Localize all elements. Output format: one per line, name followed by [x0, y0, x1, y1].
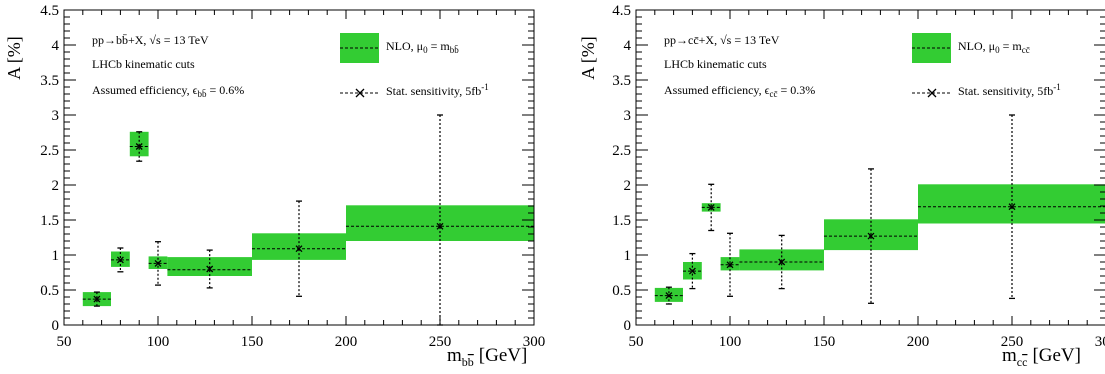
right-y-tick-label: 3.5 — [612, 73, 631, 89]
left-y-tick-label: 1 — [52, 248, 60, 264]
right-marker-2 — [707, 203, 715, 211]
left-marker-6 — [436, 222, 444, 230]
left-marker-3 — [154, 259, 162, 267]
right-x-tick-label: 300 — [1095, 334, 1105, 350]
left-marker-2 — [135, 143, 143, 150]
left-y-tick-label: 0.5 — [40, 283, 59, 299]
right-marker-1 — [688, 267, 696, 275]
left-x-tick-label: 50 — [57, 334, 72, 350]
right-marker-5 — [867, 232, 875, 240]
right-legend-points-marker — [927, 88, 937, 98]
left-panel: 50 100 150 200 250 300 0 0.5 1 1.5 2 2.5 3 3.5 4 4.5 A… — [4, 3, 545, 369]
left-legend: NLO, μ0 = mbb̄ Stat. sensitivity, 5fb-1 — [340, 33, 489, 98]
right-nlo-bands — [654, 184, 1105, 302]
left-x-tick-label: 150 — [241, 334, 264, 350]
right-x-tick-label: 250 — [1001, 334, 1024, 350]
left-y-tick-label: 2 — [52, 178, 60, 194]
left-x-tick-labels: 50 100 150 200 250 300 — [57, 334, 546, 350]
right-marker-3 — [726, 261, 734, 269]
left-axis-ticks — [63, 9, 535, 326]
left-marker-4 — [206, 265, 214, 273]
left-marker-5 — [295, 245, 303, 253]
left-marker-0 — [93, 295, 101, 303]
left-process-label: pp→bb̄+X, √s = 13 TeV — [92, 33, 209, 47]
left-markers — [93, 143, 444, 303]
right-x-tick-label: 100 — [719, 334, 742, 350]
right-x-tick-label: 200 — [907, 334, 930, 350]
right-x-tick-label: 50 — [629, 334, 644, 350]
left-legend-band-label: NLO, μ0 = mbb̄ — [386, 39, 459, 55]
right-marker-6 — [1008, 203, 1016, 211]
left-x-tick-label: 200 — [335, 334, 358, 350]
left-y-tick-label: 0 — [52, 318, 60, 334]
right-marker-0 — [665, 292, 673, 300]
right-panel: 50 100 150 200 250 300 0 0.5 1 1.5 2 2.5 3 3.5 4 4.5 A… — [578, 3, 1105, 369]
left-y-tick-label: 4.5 — [40, 3, 59, 19]
right-y-tick-label: 1.5 — [612, 213, 631, 229]
left-legend-points-marker — [355, 88, 365, 98]
right-cuts-label: LHCb kinematic cuts — [664, 57, 767, 71]
right-y-tick-label: 1 — [624, 248, 632, 264]
right-x-axis-title: mcc [GeV] — [1002, 345, 1081, 369]
left-y-tick-label: 3 — [52, 108, 60, 124]
right-y-tick-label: 2 — [624, 178, 632, 194]
right-y-tick-labels: 0 0.5 1 1.5 2 2.5 3 3.5 4 4.5 — [612, 3, 631, 334]
right-y-tick-label: 0.5 — [612, 283, 631, 299]
right-markers — [665, 203, 1016, 300]
left-y-tick-label: 1.5 — [40, 213, 59, 229]
left-y-tick-label: 2.5 — [40, 143, 59, 159]
left-marker-1 — [116, 256, 124, 264]
right-y-tick-label: 4 — [624, 38, 632, 54]
right-process-label: pp→cc̄+X, √s = 13 TeV — [664, 33, 780, 47]
left-efficiency-label: Assumed efficiency, ϵbb̄ = 0.6% — [92, 83, 244, 99]
right-legend-band-label: NLO, μ0 = mcc̄ — [958, 39, 1030, 55]
right-error-bars — [665, 114, 1015, 305]
left-nlo-bands — [82, 131, 534, 307]
right-y-tick-label: 0 — [624, 318, 632, 334]
right-y-axis-title: A [%] — [578, 36, 598, 80]
left-cuts-label: LHCb kinematic cuts — [92, 57, 195, 71]
right-y-tick-label: 4.5 — [612, 3, 631, 19]
right-efficiency-label: Assumed efficiency, ϵcc̄ = 0.3% — [664, 83, 815, 99]
right-legend-points-label: Stat. sensitivity, 5fb-1 — [958, 82, 1061, 98]
left-y-tick-label: 4 — [52, 38, 60, 54]
right-y-tick-label: 3 — [624, 108, 632, 124]
right-marker-4 — [778, 258, 786, 266]
right-nlo-band-3 — [720, 257, 740, 271]
right-legend: NLO, μ0 = mcc̄ Stat. sensitivity, 5fb-1 — [912, 33, 1061, 98]
left-x-tick-label: 300 — [523, 334, 546, 350]
left-x-tick-label: 250 — [429, 334, 452, 350]
left-x-axis-title: mbb [GeV] — [447, 345, 527, 369]
right-plot-frame — [635, 9, 1105, 326]
left-x-tick-label: 100 — [147, 334, 170, 350]
left-plot-frame — [63, 9, 535, 326]
left-legend-points-label: Stat. sensitivity, 5fb-1 — [386, 82, 489, 98]
right-y-tick-label: 2.5 — [612, 143, 631, 159]
left-y-axis-title: A [%] — [4, 36, 24, 80]
left-y-tick-labels: 0 0.5 1 1.5 2 2.5 3 3.5 4 4.5 — [40, 3, 59, 334]
left-y-tick-label: 3.5 — [40, 73, 59, 89]
right-x-tick-labels: 50 100 150 200 250 300 — [629, 334, 1105, 350]
right-x-tick-label: 150 — [813, 334, 836, 350]
